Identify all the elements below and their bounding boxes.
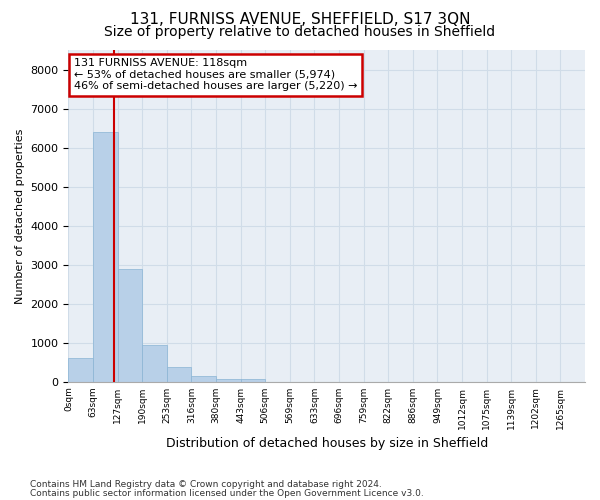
Bar xyxy=(191,376,216,382)
Text: 131 FURNISS AVENUE: 118sqm
← 53% of detached houses are smaller (5,974)
46% of s: 131 FURNISS AVENUE: 118sqm ← 53% of deta… xyxy=(74,58,357,92)
X-axis label: Distribution of detached houses by size in Sheffield: Distribution of detached houses by size … xyxy=(166,437,488,450)
Text: Size of property relative to detached houses in Sheffield: Size of property relative to detached ho… xyxy=(104,25,496,39)
Bar xyxy=(93,132,118,382)
Bar xyxy=(118,268,142,382)
Bar xyxy=(241,380,265,382)
Text: Contains HM Land Registry data © Crown copyright and database right 2024.: Contains HM Land Registry data © Crown c… xyxy=(30,480,382,489)
Bar xyxy=(167,367,191,382)
Y-axis label: Number of detached properties: Number of detached properties xyxy=(15,128,25,304)
Text: 131, FURNISS AVENUE, SHEFFIELD, S17 3QN: 131, FURNISS AVENUE, SHEFFIELD, S17 3QN xyxy=(130,12,470,28)
Text: Contains public sector information licensed under the Open Government Licence v3: Contains public sector information licen… xyxy=(30,489,424,498)
Bar xyxy=(142,344,167,382)
Bar xyxy=(216,379,241,382)
Bar xyxy=(68,358,93,382)
